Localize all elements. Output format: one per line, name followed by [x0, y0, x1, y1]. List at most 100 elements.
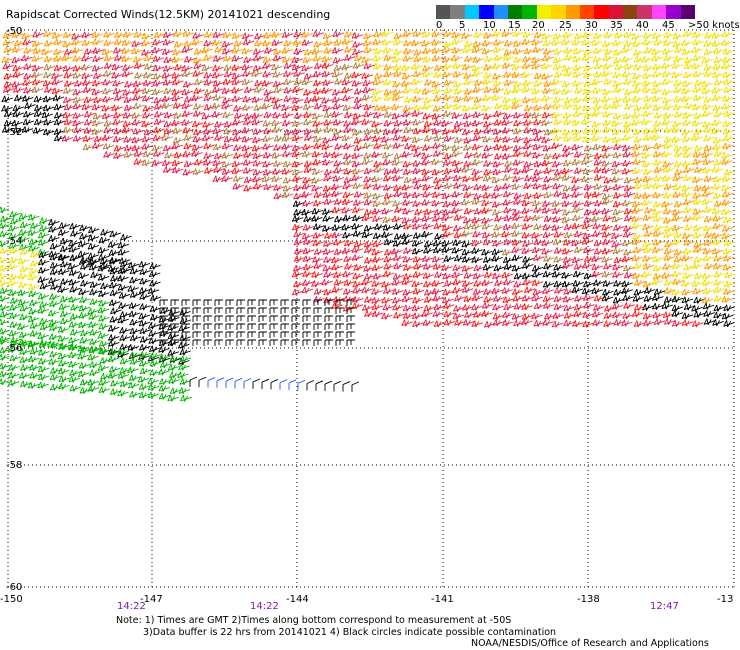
wind-barb [117, 241, 130, 249]
wind-barb [173, 40, 186, 48]
wind-barb [343, 158, 355, 166]
wind-barb [593, 294, 606, 302]
wind-barb [483, 288, 495, 296]
legend-label-5: 5 [459, 20, 466, 31]
wind-barb [433, 71, 445, 79]
wind-barb [492, 86, 505, 94]
wind-barb [108, 348, 121, 356]
wind-barb [661, 118, 674, 126]
wind-barb [236, 323, 245, 330]
wind-barb [382, 128, 395, 136]
wind-barb [231, 64, 243, 72]
wind-barb [17, 289, 30, 297]
wind-barb [671, 71, 683, 79]
wind-barb [232, 175, 245, 183]
wind-barb [551, 270, 564, 278]
wind-barb [682, 198, 695, 206]
wind-barb [361, 231, 374, 239]
wind-barb [431, 127, 444, 135]
wind-barb [542, 39, 555, 47]
wind-barb [701, 198, 714, 206]
wind-barb [391, 94, 404, 102]
wind-barb [462, 184, 474, 192]
wind-barb [482, 135, 494, 143]
wind-barb [149, 279, 161, 287]
wind-barb [561, 174, 574, 182]
wind-barb [393, 184, 405, 192]
wind-barb [522, 79, 535, 87]
wind-barb [633, 279, 646, 287]
wind-barb [713, 110, 726, 118]
wind-barb [148, 337, 160, 345]
wind-barb [102, 95, 114, 103]
wind-barb [89, 338, 101, 346]
wind-barb [622, 159, 634, 167]
wind-barb [391, 248, 403, 255]
wind-barb [71, 38, 83, 46]
wind-barb [311, 271, 323, 279]
wind-barb [82, 79, 94, 87]
wind-barb [612, 128, 624, 136]
wind-barb [372, 38, 385, 46]
wind-barb [341, 38, 354, 46]
wind-barb [681, 128, 694, 136]
wind-barb [382, 78, 395, 86]
wind-barb [631, 150, 644, 158]
wind-barb [159, 339, 168, 346]
wind-barb [541, 62, 553, 70]
wind-barb [343, 120, 355, 128]
wind-barb [541, 73, 553, 81]
wind-barb [363, 134, 375, 142]
wind-barb [593, 174, 606, 182]
wind-barb [661, 201, 673, 208]
wind-barb [323, 288, 335, 296]
wind-barb [621, 56, 633, 63]
wind-barb [103, 70, 115, 78]
wind-barb [262, 70, 274, 78]
wind-barb [48, 235, 60, 243]
wind-barb [521, 232, 533, 239]
wind-barb [2, 31, 15, 39]
wind-barb [334, 78, 346, 86]
wind-barb [8, 232, 20, 240]
wind-barb [141, 32, 153, 40]
wind-barb [642, 32, 655, 40]
wind-barb [471, 198, 484, 206]
wind-barb [393, 262, 405, 270]
wind-barb [27, 273, 40, 281]
wind-barb [473, 31, 485, 39]
wind-barb [693, 256, 706, 264]
wind-barb [97, 247, 110, 254]
wind-barb [562, 209, 574, 216]
wind-barb [481, 104, 493, 112]
wind-barb [22, 38, 34, 46]
wind-barb [280, 299, 289, 306]
legend-color-cell [608, 5, 624, 19]
wind-barb [642, 223, 654, 231]
wind-barb [413, 49, 426, 57]
wind-barb [342, 270, 354, 278]
wind-barb [243, 378, 252, 389]
wind-barb [272, 71, 284, 78]
wind-barb [531, 294, 543, 302]
wind-barb [462, 319, 475, 327]
wind-barb [552, 152, 564, 160]
wind-barb [612, 80, 625, 88]
wind-barb [121, 55, 133, 63]
wind-barb [682, 272, 694, 280]
wind-barb [484, 55, 496, 63]
wind-barb [413, 87, 425, 95]
wind-barb [313, 62, 326, 70]
wind-barb [189, 376, 198, 387]
wind-barb [129, 358, 142, 365]
wind-barb [382, 270, 395, 278]
wind-barb [92, 38, 104, 46]
wind-barb [331, 151, 343, 159]
wind-barb [632, 40, 644, 48]
wind-barb [531, 264, 544, 272]
wind-barb [263, 127, 275, 135]
wind-barb [443, 310, 455, 318]
wind-barb [642, 72, 654, 80]
wind-barb [212, 159, 224, 167]
wind-barb [703, 126, 716, 134]
